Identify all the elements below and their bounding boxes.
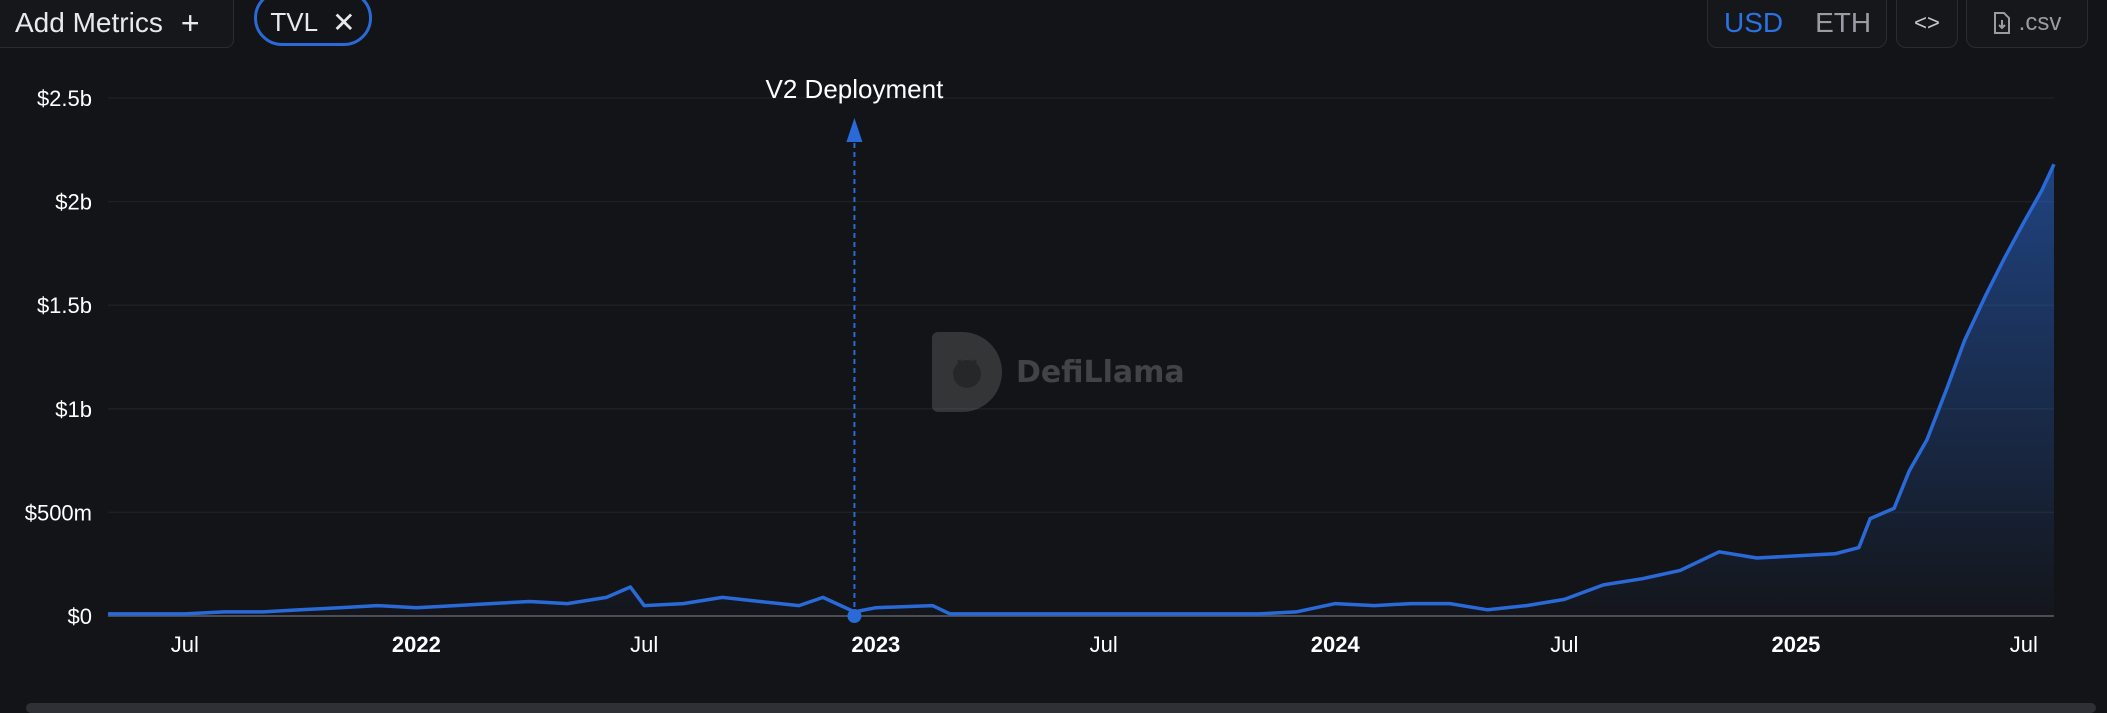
add-metrics-button[interactable]: Add Metrics + [0, 0, 234, 48]
plus-icon: + [180, 5, 200, 41]
y-tick-label: $1.5b [37, 293, 92, 318]
csv-label: .csv [2018, 9, 2062, 36]
y-tick-label: $0 [68, 604, 92, 629]
toolbar: Add Metrics + TVL ✕ USD ETH <> .csv [0, 0, 2107, 52]
y-axis-labels: $0 $500m $1b $1.5b $2b $2.5b [25, 86, 92, 629]
x-tick-label: Jul [2010, 632, 2038, 657]
x-tick-label: Jul [1550, 632, 1578, 657]
chart-scrollbar[interactable] [26, 703, 2096, 713]
watermark-brand: DefiLlama [1016, 354, 1185, 390]
x-tick-label: 2024 [1311, 632, 1361, 657]
currency-option-eth[interactable]: ETH [1815, 7, 1872, 38]
annotation-group: V2 Deployment [766, 74, 945, 623]
y-tick-label: $500m [25, 500, 92, 525]
y-tick-label: $2b [55, 190, 92, 215]
add-metrics-label: Add Metrics [15, 7, 163, 38]
close-icon[interactable]: ✕ [332, 6, 356, 38]
x-tick-label: 2025 [1771, 632, 1820, 657]
series-area [108, 164, 2054, 617]
annotation-arrow [846, 118, 863, 142]
x-tick-label: 2023 [851, 632, 900, 657]
y-tick-label: $2.5b [37, 86, 92, 111]
annotation-label: V2 Deployment [766, 74, 945, 104]
metric-chip-tvl[interactable]: TVL ✕ [254, 0, 372, 46]
llama-logo-icon [932, 332, 1002, 412]
series-tvl [108, 163, 2056, 617]
currency-option-usd[interactable]: USD [1724, 7, 1784, 38]
download-csv-button[interactable]: .csv [1966, 0, 2088, 48]
series-line [108, 163, 2056, 616]
x-tick-label: Jul [1090, 632, 1118, 657]
download-file-icon [1993, 12, 2010, 34]
x-tick-label: Jul [171, 632, 199, 657]
currency-toggle: USD ETH [1707, 0, 1887, 48]
embed-button[interactable]: <> [1896, 0, 1958, 48]
x-tick-label: Jul [630, 632, 658, 657]
code-icon: <> [1914, 10, 1940, 35]
watermark: DefiLlama [932, 332, 1185, 412]
annotation-marker [847, 609, 862, 623]
x-axis-labels: Jul 2022 Jul 2023 Jul 2024 Jul 2025 Jul [171, 632, 2038, 657]
x-tick-label: 2022 [392, 632, 441, 657]
y-tick-label: $1b [55, 397, 92, 422]
metric-chip-label: TVL [270, 6, 319, 37]
